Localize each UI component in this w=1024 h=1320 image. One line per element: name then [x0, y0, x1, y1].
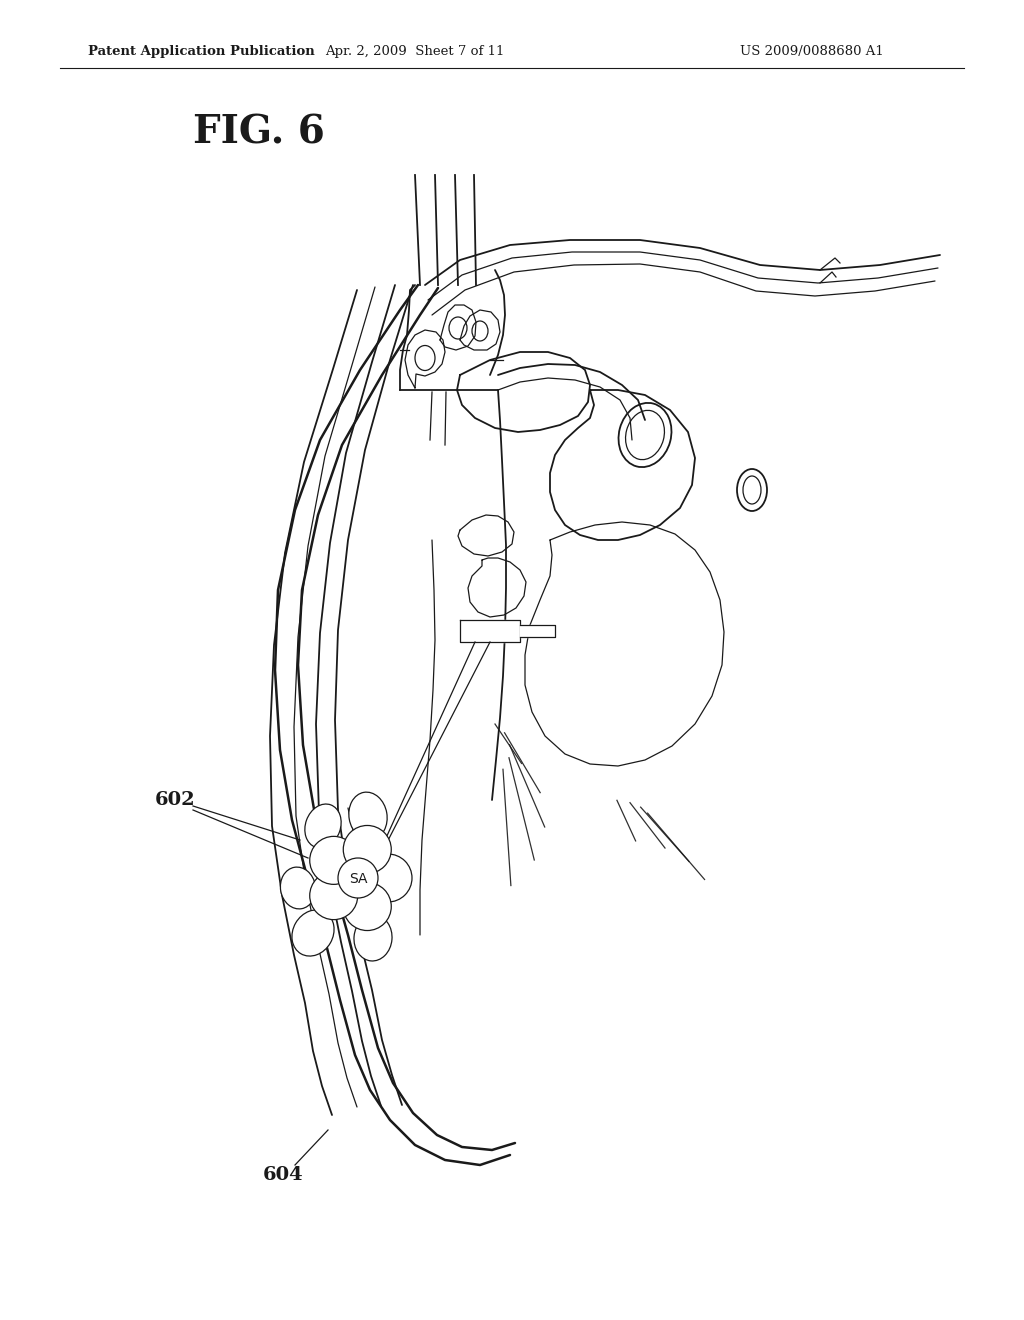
Circle shape	[343, 825, 391, 874]
Ellipse shape	[349, 792, 387, 840]
Text: SA: SA	[349, 873, 368, 886]
Circle shape	[364, 854, 412, 902]
Circle shape	[309, 837, 357, 884]
Circle shape	[343, 883, 391, 931]
Text: 604: 604	[263, 1166, 304, 1184]
Ellipse shape	[281, 867, 315, 909]
Text: 602: 602	[155, 791, 196, 809]
Text: Patent Application Publication: Patent Application Publication	[88, 45, 314, 58]
Polygon shape	[520, 624, 555, 638]
Circle shape	[338, 858, 378, 898]
Polygon shape	[460, 620, 520, 642]
Text: US 2009/0088680 A1: US 2009/0088680 A1	[740, 45, 884, 58]
Ellipse shape	[354, 915, 392, 961]
Text: FIG. 6: FIG. 6	[193, 114, 325, 152]
Ellipse shape	[305, 804, 341, 847]
Text: Apr. 2, 2009  Sheet 7 of 11: Apr. 2, 2009 Sheet 7 of 11	[326, 45, 505, 58]
Circle shape	[309, 871, 357, 920]
Ellipse shape	[292, 909, 334, 956]
